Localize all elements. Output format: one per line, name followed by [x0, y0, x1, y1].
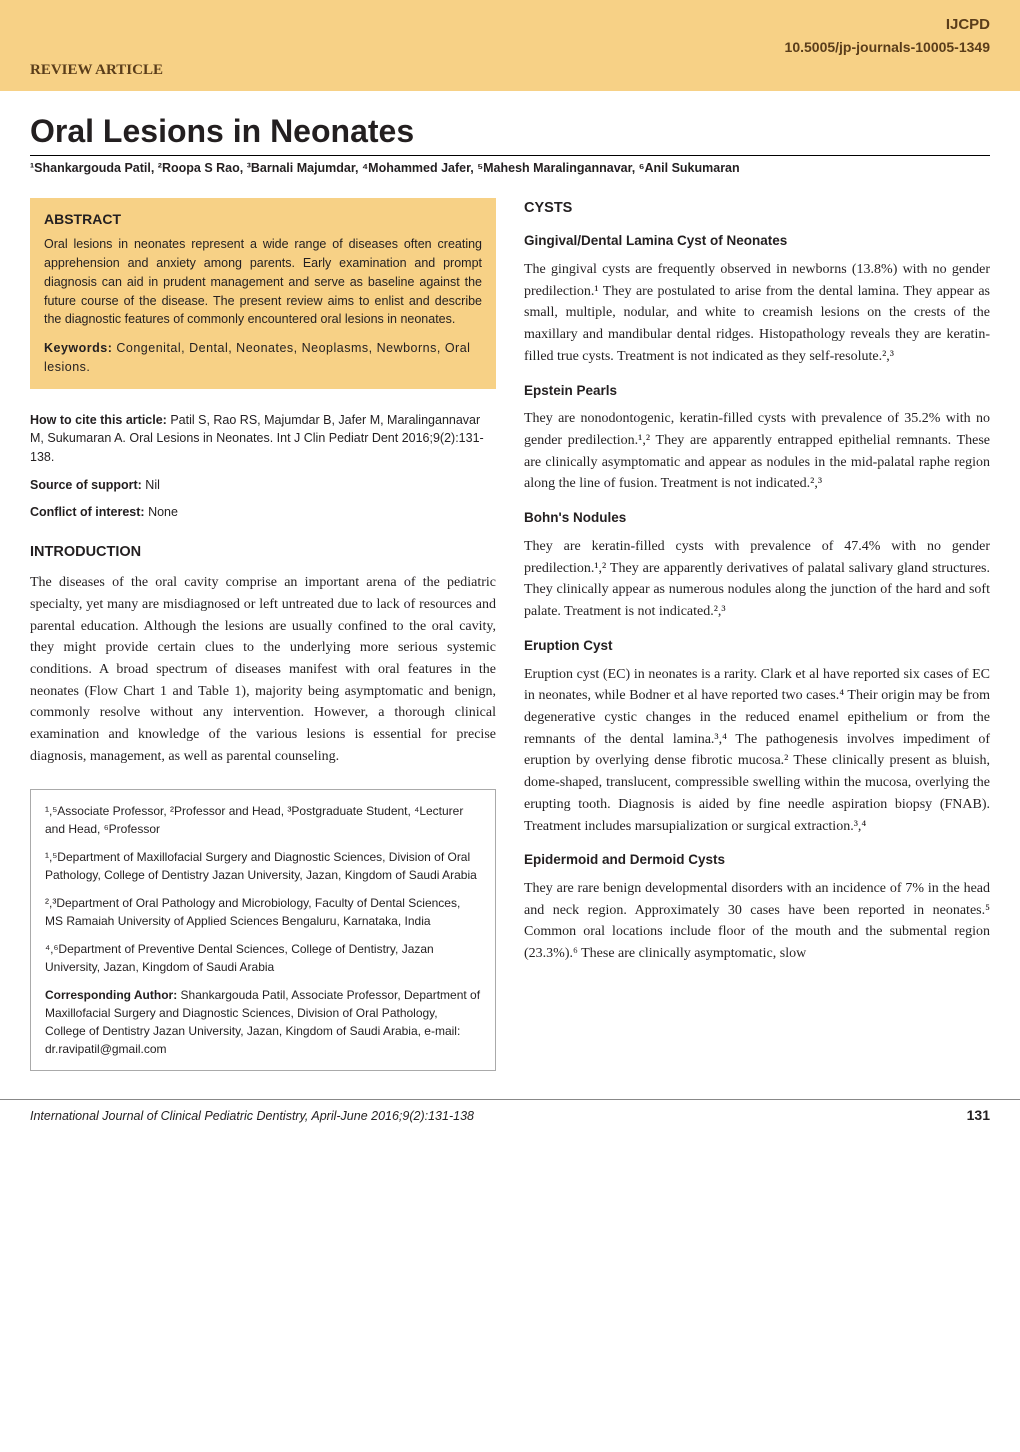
how-to-cite-label: How to cite this article: — [30, 413, 167, 427]
gingival-text: The gingival cysts are frequently observ… — [524, 259, 990, 367]
journal-abbrev: IJCPD — [946, 14, 990, 35]
cysts-heading: CYSTS — [524, 198, 990, 218]
bohn-text: They are keratin-filled cysts with preva… — [524, 536, 990, 623]
affiliation-roles: ¹,⁵Associate Professor, ²Professor and H… — [45, 802, 481, 838]
affiliations-box: ¹,⁵Associate Professor, ²Professor and H… — [30, 789, 496, 1071]
affiliation-dept-2: ²,³Department of Oral Pathology and Micr… — [45, 894, 481, 930]
page-footer: International Journal of Clinical Pediat… — [0, 1099, 1020, 1136]
main-content: Oral Lesions in Neonates ¹Shankargouda P… — [0, 91, 1020, 1092]
corresponding-author-label: Corresponding Author: — [45, 988, 177, 1002]
keywords-label: Keywords: — [44, 341, 112, 355]
epidermoid-heading: Epidermoid and Dermoid Cysts — [524, 851, 990, 870]
article-title: Oral Lesions in Neonates — [30, 109, 990, 154]
support-value: Nil — [142, 478, 160, 492]
right-column: CYSTS Gingival/Dental Lamina Cyst of Neo… — [524, 198, 990, 1072]
doi: 10.5005/jp-journals-10005-1349 — [30, 38, 990, 58]
epidermoid-text: They are rare benign developmental disor… — [524, 878, 990, 965]
left-column: ABSTRACT Oral lesions in neonates repres… — [30, 198, 496, 1072]
conflict-value: None — [145, 505, 178, 519]
title-underline — [30, 155, 990, 156]
corresponding-author: Corresponding Author: Shankargouda Patil… — [45, 986, 481, 1058]
bohn-heading: Bohn's Nodules — [524, 509, 990, 528]
conflict-of-interest: Conflict of interest: None — [30, 504, 496, 522]
keywords: Keywords: Congenital, Dental, Neonates, … — [44, 339, 482, 377]
eruption-heading: Eruption Cyst — [524, 637, 990, 656]
affiliation-dept-1: ¹,⁵Department of Maxillofacial Surgery a… — [45, 848, 481, 884]
footer-journal-info: International Journal of Clinical Pediat… — [30, 1108, 474, 1126]
how-to-cite: How to cite this article: Patil S, Rao R… — [30, 411, 496, 467]
two-column-layout: ABSTRACT Oral lesions in neonates repres… — [30, 198, 990, 1072]
affiliation-dept-3: ⁴,⁶Department of Preventive Dental Scien… — [45, 940, 481, 976]
conflict-label: Conflict of interest: — [30, 505, 145, 519]
gingival-heading: Gingival/Dental Lamina Cyst of Neonates — [524, 232, 990, 251]
introduction-heading: INTRODUCTION — [30, 542, 496, 562]
source-of-support: Source of support: Nil — [30, 477, 496, 495]
support-label: Source of support: — [30, 478, 142, 492]
abstract-text: Oral lesions in neonates represent a wid… — [44, 235, 482, 329]
epstein-text: They are nonodontogenic, keratin-filled … — [524, 408, 990, 495]
abstract-box: ABSTRACT Oral lesions in neonates repres… — [30, 198, 496, 389]
epstein-heading: Epstein Pearls — [524, 382, 990, 401]
introduction-text: The diseases of the oral cavity comprise… — [30, 572, 496, 767]
eruption-text: Eruption cyst (EC) in neonates is a rari… — [524, 664, 990, 838]
footer-page-number: 131 — [967, 1106, 990, 1126]
header-bar: IJCPD 10.5005/jp-journals-10005-1349 REV… — [0, 0, 1020, 91]
article-type-label: REVIEW ARTICLE — [30, 60, 990, 81]
author-list: ¹Shankargouda Patil, ²Roopa S Rao, ³Barn… — [30, 160, 990, 178]
abstract-heading: ABSTRACT — [44, 210, 482, 230]
